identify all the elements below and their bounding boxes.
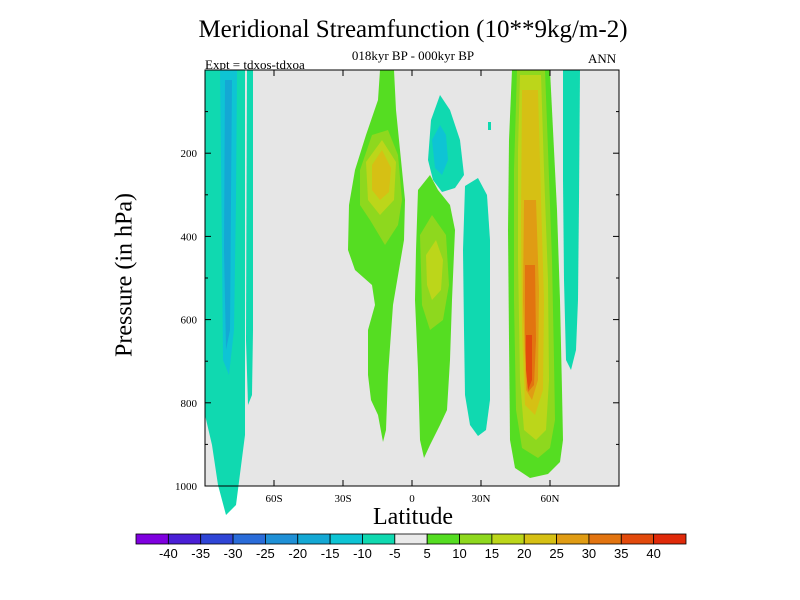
positive-band-south-tropics	[348, 70, 405, 442]
colorbar-label: -25	[256, 546, 275, 561]
y-axis-ticks: 200 400 600 800 1000	[175, 111, 619, 493]
colorbar-swatch	[329, 533, 363, 545]
plot-area	[204, 69, 620, 515]
chart-title: Meridional Streamfunction (10**9kg/m-2)	[198, 16, 628, 43]
x-tick-label: 0	[409, 493, 415, 505]
colorbar-swatch	[297, 533, 331, 545]
colorbar-swatch	[265, 533, 299, 545]
colorbar-label: -20	[288, 546, 307, 561]
colorbar-swatch	[167, 533, 202, 545]
negative-band-67N	[563, 70, 580, 370]
contour-fill	[426, 240, 443, 300]
colorbar-label: -40	[159, 546, 178, 561]
positive-cell-northern-midlatitudes	[508, 70, 563, 478]
colorbar-label: 10	[452, 546, 466, 561]
x-tick-label: 60S	[265, 493, 282, 505]
season-label: ANN	[588, 51, 617, 66]
y-tick-label: 200	[181, 148, 198, 160]
x-tick-label: 30S	[334, 493, 351, 505]
contour-fill	[246, 70, 253, 405]
contour-fill	[463, 178, 490, 436]
colorbar-label: 20	[517, 546, 531, 561]
contour-fill	[224, 80, 232, 350]
colorbar-swatch	[556, 533, 590, 545]
colorbar-label: 35	[614, 546, 628, 561]
negative-cell-upper-tropics	[428, 95, 491, 192]
negative-band-25N-35N	[463, 178, 490, 436]
colorbar-label: 40	[646, 546, 660, 561]
colorbar-label: 5	[424, 546, 431, 561]
contour-fill	[432, 125, 448, 175]
colorbar-swatch	[362, 533, 396, 545]
negative-region-south	[205, 70, 253, 515]
colorbar-label: -35	[191, 546, 210, 561]
contour-fill	[563, 70, 580, 370]
colorbar-swatch	[135, 533, 169, 545]
x-axis-label: Latitude	[373, 504, 453, 530]
x-tick-label: 60N	[541, 493, 560, 505]
x-tick-label: 30N	[472, 493, 491, 505]
colorbar-label: 30	[582, 546, 596, 561]
colorbar-swatch	[491, 533, 525, 545]
colorbar-swatch	[426, 533, 460, 545]
chart-subtitle: 018kyr BP - 000kyr BP	[351, 48, 475, 63]
colorbar-swatch	[523, 533, 557, 545]
colorbar-swatch	[588, 533, 622, 545]
y-tick-label: 600	[181, 315, 198, 327]
colorbar-swatch	[394, 533, 428, 545]
experiment-label: Expt = tdxos-tdxoa	[205, 57, 305, 72]
contour-fill	[372, 150, 391, 200]
colorbar-swatch	[459, 533, 493, 545]
x-axis-ticks: 60S 30S 0 30N 60N	[265, 70, 560, 505]
positive-band-north-tropics	[415, 175, 455, 458]
y-tick-label: 800	[181, 398, 198, 410]
colorbar-label: -5	[389, 546, 401, 561]
y-tick-label: 400	[181, 231, 198, 243]
colorbar-label: 15	[485, 546, 499, 561]
colorbar-swatch	[200, 533, 234, 545]
colorbar-label: 25	[549, 546, 563, 561]
colorbar-swatch	[232, 533, 266, 545]
colorbar-label: -30	[224, 546, 243, 561]
contour-fill	[526, 335, 532, 390]
y-tick-label: 1000	[175, 481, 198, 493]
colorbar-label: -15	[321, 546, 340, 561]
colorbar-label: -10	[353, 546, 372, 561]
contour-fill	[488, 122, 491, 130]
colorbar-swatch	[653, 533, 687, 545]
colorbar: -40 -35 -30 -25 -20 -15 -10 -5 5 10 15 20 25 30 35 40	[135, 533, 687, 561]
colorbar-swatch	[620, 533, 655, 545]
